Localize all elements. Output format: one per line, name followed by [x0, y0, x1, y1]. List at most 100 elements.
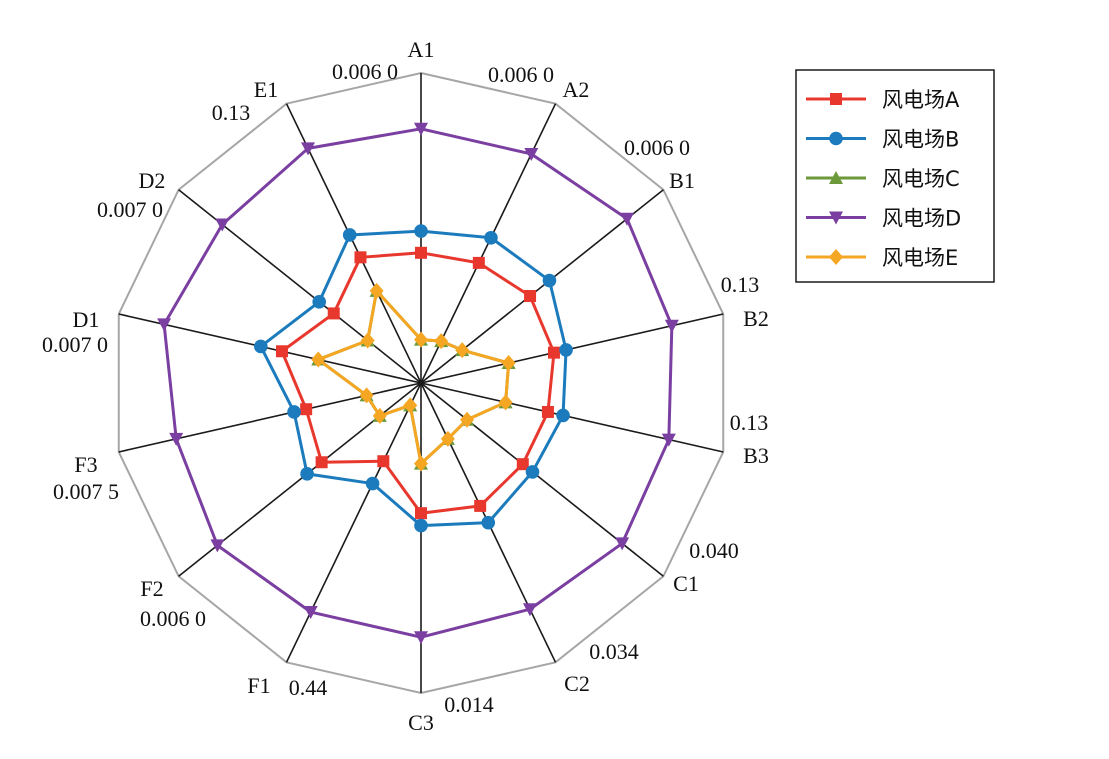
- data-point-b2: [664, 319, 679, 333]
- data-point-a1: [414, 224, 428, 238]
- data-point-b3: [541, 405, 554, 418]
- data-point-f3: [169, 432, 184, 446]
- axis-label-d2: D2: [139, 168, 166, 193]
- data-point-b1: [542, 273, 557, 288]
- axis-max-c3: 0.014: [444, 692, 494, 717]
- radar-spoke: [420, 382, 724, 453]
- axis-max-b2: 0.13: [721, 272, 760, 297]
- data-point-b1: [620, 212, 635, 226]
- legend: 风电场A 风电场B 风电场C 风电场D 风电场E: [795, 69, 995, 283]
- axis-label-d1: D1: [73, 307, 100, 332]
- data-point-b2: [547, 346, 560, 359]
- legend-entry: 风电场C: [806, 167, 960, 191]
- data-point-e1: [342, 228, 357, 242]
- data-point-c1: [615, 537, 630, 551]
- axis-max-f2: 0.006 0: [140, 606, 206, 631]
- data-point-a2: [524, 147, 539, 161]
- axis-max-a1: 0.006 0: [332, 59, 398, 84]
- data-point-c3: [414, 631, 428, 645]
- data-point-f2: [300, 467, 314, 481]
- axis-max-d2: 0.007 0: [97, 197, 163, 222]
- data-point-d1: [275, 345, 288, 358]
- axis-max-b1: 0.006 0: [624, 135, 690, 160]
- axis-label-b2: B2: [743, 306, 769, 331]
- data-point-c1: [460, 411, 475, 428]
- data-point-a2: [434, 333, 449, 350]
- series-2: [254, 224, 573, 533]
- data-point-a1: [414, 331, 428, 348]
- data-point-f1: [403, 397, 418, 414]
- data-point-c1: [516, 458, 529, 471]
- legend-entry: 风电场E: [806, 246, 958, 270]
- radar-spoke: [118, 313, 422, 384]
- data-point-a1: [414, 122, 428, 136]
- legend-box: [795, 69, 995, 283]
- axis-max-c1: 0.040: [689, 538, 739, 563]
- axis-label-e1: E1: [254, 77, 278, 102]
- data-point-f2: [210, 539, 225, 553]
- legend-marker: [829, 249, 843, 265]
- axis-max-f3: 0.007 5: [53, 479, 119, 504]
- axis-max-d1: 0.007 0: [42, 332, 108, 357]
- legend-marker: [829, 131, 843, 146]
- axis-label-c2: C2: [564, 671, 590, 696]
- data-point-e1: [354, 251, 367, 264]
- legend-label: 风电场C: [882, 167, 960, 191]
- legend-label: 风电场E: [882, 246, 958, 270]
- axis-max-f1: 0.44: [289, 675, 328, 700]
- data-point-e1: [301, 142, 316, 156]
- data-point-f1: [303, 606, 318, 620]
- legend-marker: [829, 171, 843, 184]
- legend-label: 风电场D: [882, 207, 961, 231]
- data-point-c3: [414, 518, 428, 533]
- axis-label-a2: A2: [563, 77, 590, 102]
- axis-max-b3: 0.13: [730, 410, 769, 435]
- series-layer: [157, 122, 679, 645]
- data-point-d2: [312, 295, 327, 309]
- data-point-a1: [415, 246, 427, 259]
- axis-max-c2: 0.034: [589, 639, 639, 664]
- series-5: [311, 282, 516, 472]
- data-point-b1: [455, 342, 470, 359]
- data-point-c1: [525, 465, 540, 479]
- data-point-c2: [440, 430, 455, 447]
- radar-grid: [117, 71, 725, 695]
- data-point-d2: [360, 332, 375, 349]
- legend-marker: [829, 211, 843, 225]
- series-1: [275, 246, 560, 520]
- data-point-f3: [300, 403, 313, 416]
- axis-max-e1: 0.13: [212, 100, 251, 125]
- data-point-c3: [415, 507, 427, 520]
- axis-label-c3: C3: [408, 710, 434, 735]
- data-point-b3: [661, 433, 676, 447]
- data-point-f1: [365, 476, 380, 491]
- data-point-f2: [372, 407, 387, 424]
- axis-label-b3: B3: [743, 443, 769, 468]
- axis-label-f3: F3: [74, 452, 97, 477]
- axis-label-c1: C1: [673, 571, 699, 596]
- data-point-b2: [559, 343, 573, 357]
- data-point-b1: [524, 290, 537, 303]
- series-4: [157, 122, 679, 645]
- data-point-d1: [157, 318, 172, 332]
- data-point-d1: [311, 351, 326, 368]
- data-point-b3: [556, 408, 570, 423]
- data-point-c2: [481, 515, 496, 530]
- data-point-c2: [522, 603, 537, 617]
- data-point-f2: [315, 456, 328, 469]
- data-point-a2: [484, 230, 498, 245]
- series-line: [259, 229, 568, 528]
- radar-spoke: [285, 382, 422, 663]
- data-point-c3: [414, 455, 428, 472]
- data-point-d2: [327, 307, 340, 320]
- legend-label: 风电场B: [882, 128, 959, 152]
- data-point-b2: [501, 354, 516, 371]
- legend-entry: 风电场D: [806, 207, 961, 231]
- axis-max-a2: 0.006 0: [488, 62, 554, 87]
- axis-label-f1: F1: [247, 673, 270, 698]
- legend-entry: 风电场A: [806, 88, 960, 112]
- data-point-f3: [287, 405, 301, 419]
- legend-label: 风电场A: [882, 88, 960, 112]
- data-point-d2: [215, 218, 230, 232]
